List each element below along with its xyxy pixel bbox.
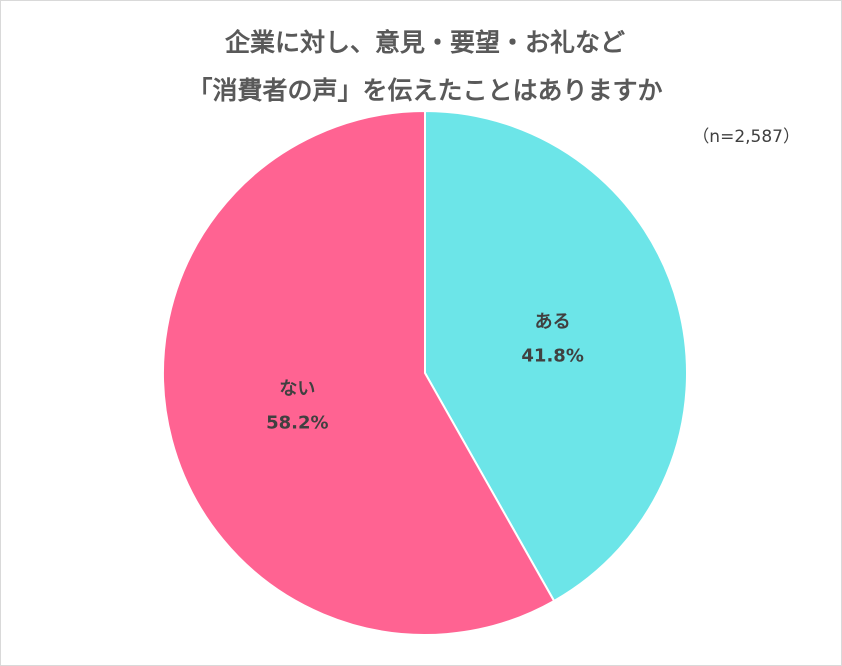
chart-title: 「消費者の声」を伝えたことはありますか — [187, 76, 662, 105]
chart-subtitle: （n=2,587） — [692, 127, 800, 147]
pie-slice — [162, 109, 556, 636]
chart-title: 企業に対し、意見・要望・お礼など — [225, 28, 625, 57]
pie: ある 41.8% ない 58.2% — [162, 109, 688, 636]
slice-value: 58.2% — [266, 413, 328, 434]
pie-slice — [424, 109, 688, 603]
slice-category: ない — [279, 379, 315, 400]
slice-category: ある — [535, 311, 571, 332]
slice-value: 41.8% — [521, 345, 583, 366]
